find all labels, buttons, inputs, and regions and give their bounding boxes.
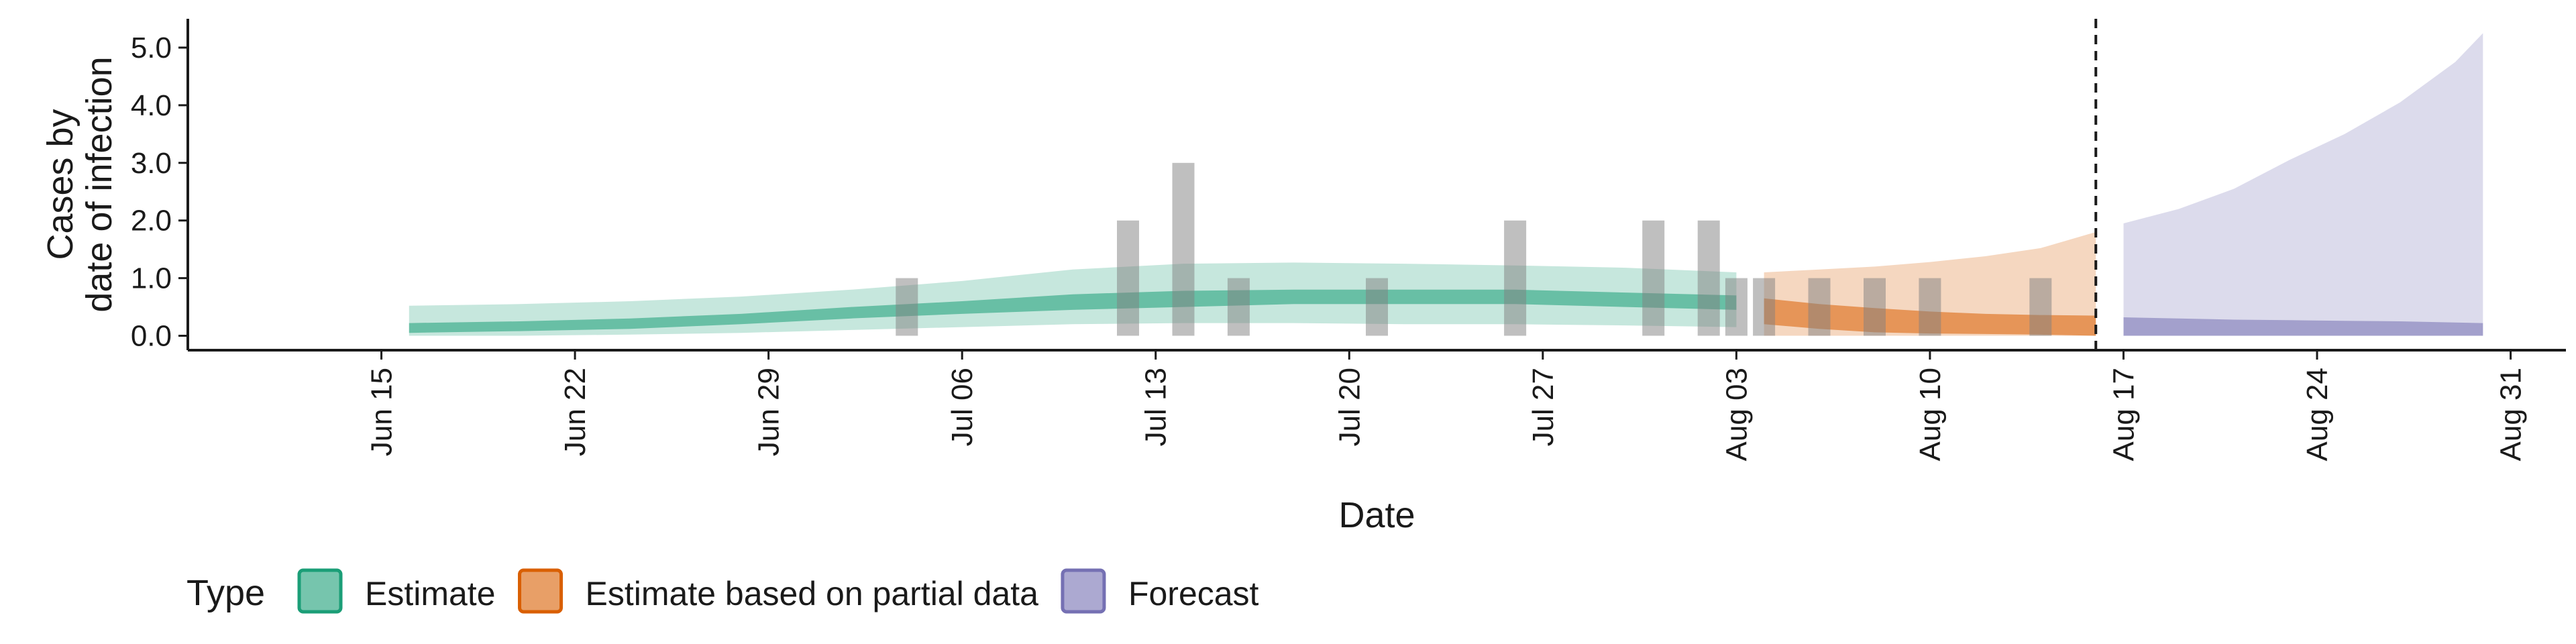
x-tick-label: Jul 27 — [1527, 368, 1560, 446]
case-bar — [1117, 220, 1139, 336]
x-tick-label: Jul 06 — [946, 368, 979, 446]
band-50-series-2 — [2123, 317, 2483, 336]
case-bar — [1753, 278, 1776, 336]
y-tick-label: 3.0 — [131, 147, 172, 180]
series-bands — [409, 33, 2483, 336]
legend-key-1 — [518, 568, 564, 614]
x-tick-label: Aug 31 — [2495, 368, 2528, 461]
case-bar — [1808, 278, 1831, 336]
case-bar — [1725, 278, 1748, 336]
case-bar — [1697, 220, 1720, 336]
case-bar — [1642, 220, 1665, 336]
y-tick-label: 1.0 — [131, 262, 172, 295]
y-axis-title: Cases bydate of infection — [40, 56, 119, 312]
legend-key-2 — [1061, 568, 1106, 614]
legend: Type Estimate Estimate based on partial d… — [186, 568, 1259, 614]
band-50-series-0 — [409, 289, 1737, 333]
x-tick-label: Jul 13 — [1140, 368, 1173, 446]
legend-label-0: Estimate — [365, 575, 496, 612]
y-tick-label: 2.0 — [131, 205, 172, 237]
x-tick-label: Aug 03 — [1720, 368, 1753, 461]
tick-labels: 0.0 1.0 2.0 3.0 4.0 5.0 Jun 15 Jun 22 Jun 29 Jul … — [131, 32, 2528, 462]
case-bar — [896, 278, 918, 336]
y-axis-title-line: date of infection — [79, 56, 119, 312]
y-axis-title-line: Cases by — [40, 109, 80, 260]
y-tick-label: 0.0 — [131, 320, 172, 353]
x-tick-label: Aug 24 — [2301, 368, 2334, 461]
legend-label-2: Forecast — [1128, 575, 1259, 612]
x-tick-label: Jun 22 — [559, 368, 592, 456]
case-bar — [1504, 220, 1527, 336]
x-tick-label: Jun 15 — [366, 368, 398, 456]
case-bar — [1227, 278, 1250, 336]
case-bar — [1366, 278, 1388, 336]
axes — [178, 19, 2566, 360]
case-bar — [1172, 162, 1195, 336]
x-tick-label: Aug 17 — [2107, 368, 2140, 461]
legend-key-0 — [297, 568, 343, 614]
legend-label-1: Estimate based on partial data — [586, 575, 1039, 612]
legend-title: Type — [186, 573, 265, 613]
x-tick-label: Jul 20 — [1333, 368, 1366, 446]
x-axis-title: Date — [1338, 495, 1415, 535]
y-tick-label: 5.0 — [131, 32, 172, 64]
case-bar — [1864, 278, 1886, 336]
case-bar — [2029, 278, 2052, 336]
band-90-series-2 — [2123, 33, 2483, 336]
case-bar — [1919, 278, 1941, 336]
y-tick-label: 4.0 — [131, 89, 172, 122]
observed-case-bars — [896, 162, 2052, 336]
x-tick-label: Jun 29 — [753, 368, 786, 456]
x-tick-label: Aug 10 — [1914, 368, 1947, 461]
